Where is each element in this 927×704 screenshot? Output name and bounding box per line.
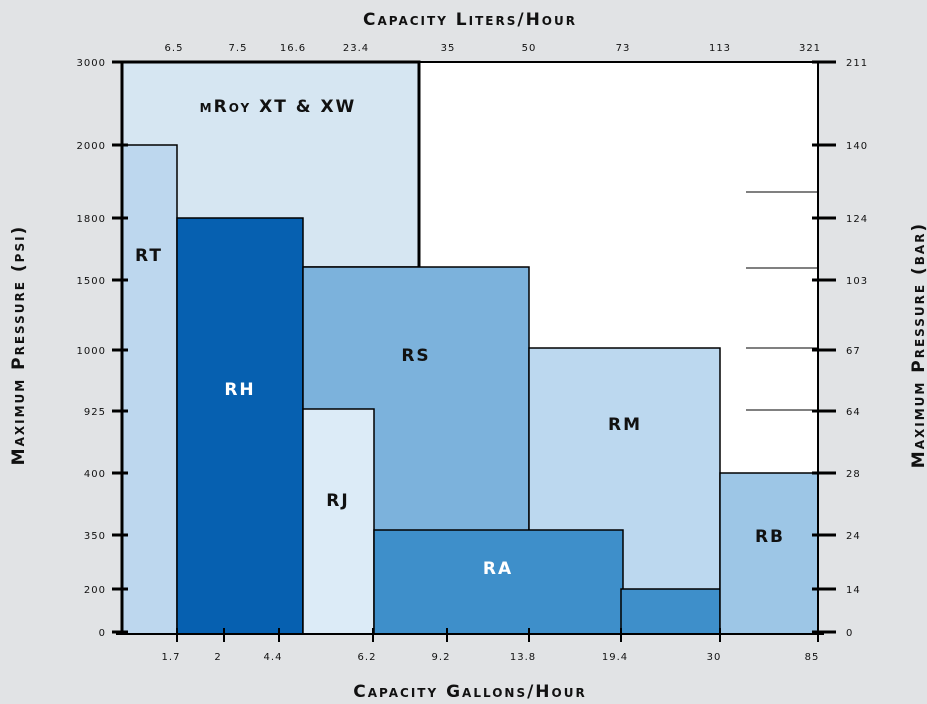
left-tick-label: 1000 xyxy=(77,346,106,357)
left-tick-label: 1800 xyxy=(77,214,106,225)
top-tick-label: 50 xyxy=(522,43,537,54)
rj-region xyxy=(302,408,375,635)
right-tick-label: 211 xyxy=(846,58,868,69)
top-tick-label: 113 xyxy=(709,43,731,54)
rh-label: RH xyxy=(224,380,255,400)
left-tick-label: 925 xyxy=(84,407,106,418)
right-tick-label: 140 xyxy=(846,141,868,152)
right-tick-label: 64 xyxy=(846,407,861,418)
chart-title: Capacity Liters/Hour xyxy=(363,10,577,30)
left-tick-label: 2000 xyxy=(77,141,106,152)
top-ticks: 6.5 7.5 16.6 23.4 35 50 73 113 321 xyxy=(165,43,821,54)
top-tick-label: 6.5 xyxy=(165,43,184,54)
left-tick-label: 0 xyxy=(99,628,106,639)
ra-label: RA xyxy=(483,559,513,579)
rj-label: RJ xyxy=(326,491,349,511)
ra-extension-region xyxy=(620,588,721,635)
rs-label: RS xyxy=(401,346,430,366)
right-tick-label: 103 xyxy=(846,276,868,287)
right-tick-label: 67 xyxy=(846,346,861,357)
mroy-xt-xw-label: mRoy XT & XW xyxy=(200,97,357,117)
top-tick-label: 7.5 xyxy=(229,43,248,54)
rh-region xyxy=(176,217,304,635)
bottom-tick-label: 13.8 xyxy=(510,652,536,663)
rb-region xyxy=(719,472,819,635)
rm-label: RM xyxy=(608,415,642,435)
region-labels: mRoy XT & XW RT RH RS RJ RM RA RB xyxy=(135,97,785,579)
pump-regions xyxy=(120,60,819,635)
right-grid-lines xyxy=(746,191,818,411)
right-tick-label: 28 xyxy=(846,469,861,480)
rt-label: RT xyxy=(135,246,163,266)
left-tick-label: 350 xyxy=(84,531,106,542)
bottom-tick-label: 6.2 xyxy=(358,652,377,663)
left-tick-label: 200 xyxy=(84,585,106,596)
ra-region xyxy=(373,529,624,635)
left-tick-label: 1500 xyxy=(77,276,106,287)
bottom-tick-label: 4.4 xyxy=(264,652,283,663)
bottom-tick-label: 2 xyxy=(214,652,221,663)
right-tick-label: 24 xyxy=(846,531,861,542)
rt-region xyxy=(121,144,178,635)
left-tick-label: 3000 xyxy=(77,58,106,69)
right-tick-label: 14 xyxy=(846,585,861,596)
top-tick-label: 23.4 xyxy=(343,43,369,54)
x-axis-label: Capacity Gallons/Hour xyxy=(353,682,586,702)
bottom-tick-label: 19.4 xyxy=(602,652,628,663)
top-tick-label: 321 xyxy=(799,43,821,54)
bottom-tick-label: 30 xyxy=(707,652,722,663)
top-tick-label: 35 xyxy=(441,43,456,54)
y-axis-label-right: Maximum Pressure (bar) xyxy=(909,222,927,468)
left-tick-label: 400 xyxy=(84,469,106,480)
bottom-tick-label: 9.2 xyxy=(432,652,451,663)
top-tick-label: 16.6 xyxy=(280,43,306,54)
right-tick-label: 0 xyxy=(846,628,853,639)
bottom-tick-label: 85 xyxy=(805,652,820,663)
y-axis-label-left: Maximum Pressure (psi) xyxy=(9,225,29,466)
rb-label: RB xyxy=(755,527,785,547)
top-tick-label: 73 xyxy=(616,43,631,54)
bottom-tick-label: 1.7 xyxy=(162,652,181,663)
right-tick-label: 124 xyxy=(846,214,868,225)
bottom-ticks: 1.7 2 4.4 6.2 9.2 13.8 19.4 30 85 xyxy=(162,628,820,663)
